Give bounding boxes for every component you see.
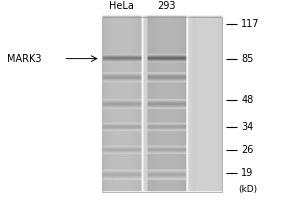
Text: 48: 48 [241, 95, 253, 105]
Bar [102, 17, 222, 192]
Text: 85: 85 [241, 54, 254, 64]
Text: 293: 293 [157, 1, 176, 11]
Text: 117: 117 [241, 19, 260, 29]
Text: MARK3: MARK3 [7, 54, 41, 64]
Text: HeLa: HeLa [109, 1, 134, 11]
Text: 26: 26 [241, 145, 254, 155]
Text: 34: 34 [241, 122, 253, 132]
Text: (kD): (kD) [238, 185, 257, 194]
Text: 19: 19 [241, 168, 253, 178]
